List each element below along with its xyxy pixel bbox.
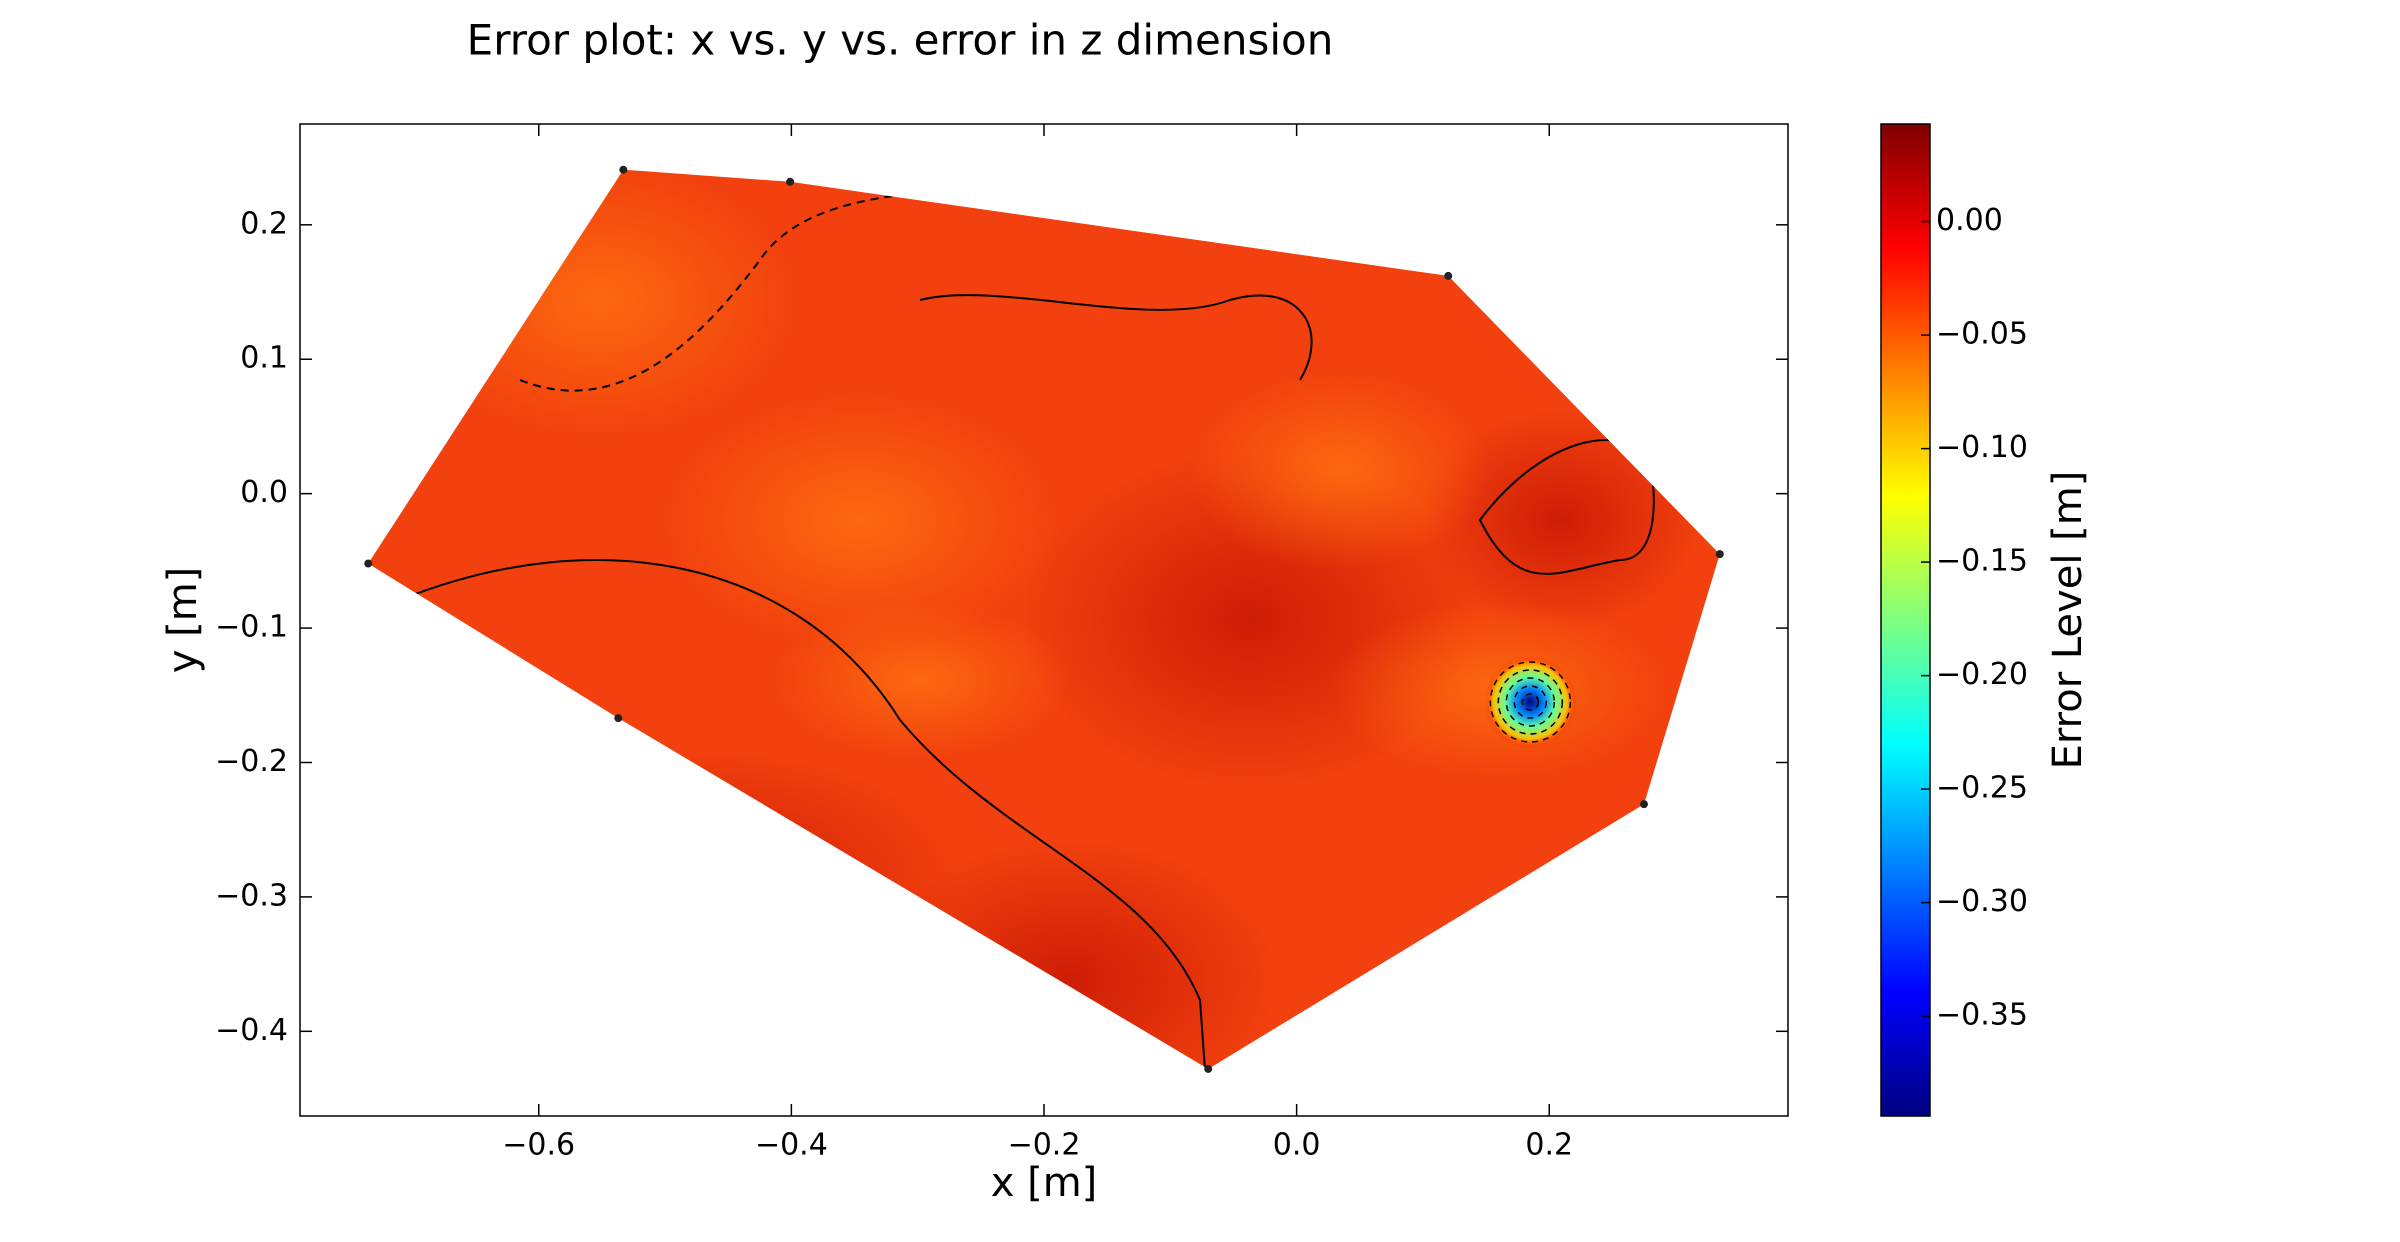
y-tick-label: 0.1: [240, 341, 288, 376]
x-tick-label: −0.6: [502, 1128, 575, 1163]
contour-line: [1478, 439, 1655, 575]
contour-line: [1489, 661, 1572, 743]
x-tick-label: 0.2: [1525, 1128, 1573, 1163]
y-axis-label: y [m]: [160, 567, 206, 674]
data-point: [364, 559, 373, 568]
colorbar-label: Error Level [m]: [2045, 471, 2091, 770]
contour-line: [399, 559, 1206, 1069]
y-tick-label: −0.2: [215, 744, 288, 779]
contour-line: [1497, 669, 1564, 735]
colorbar-tick-label: −0.20: [1936, 657, 2028, 692]
contour-line: [919, 294, 1313, 381]
chart-title: Error plot: x vs. y vs. error in z dimen…: [467, 16, 1334, 65]
field-shade: [770, 600, 1070, 760]
y-tick-label: 0.2: [240, 206, 288, 241]
x-tick-label: −0.4: [755, 1128, 828, 1163]
field-shade: [660, 390, 1060, 650]
y-tick-label: −0.1: [215, 610, 288, 645]
contour-line: [1521, 693, 1540, 711]
x-axis-label: x [m]: [991, 1160, 1098, 1206]
data-point: [1204, 1064, 1213, 1073]
data-point: [1640, 800, 1648, 809]
field-shade: [1190, 370, 1490, 570]
colorbar-tick-label: −0.30: [1936, 884, 2028, 919]
data-point: [786, 177, 795, 186]
data-point: [614, 714, 623, 723]
colorbar-tick-label: −0.15: [1936, 544, 2028, 579]
y-tick-label: −0.3: [215, 878, 288, 913]
colorbar-tick-label: −0.25: [1936, 771, 2028, 806]
colorbar-tick-label: −0.35: [1936, 998, 2028, 1033]
y-tick-label: −0.4: [215, 1013, 288, 1048]
contour-line: [1513, 685, 1548, 719]
contour-line: [1505, 677, 1556, 727]
data-point: [1715, 550, 1724, 559]
colorbar-tick-label: −0.10: [1936, 430, 2028, 465]
x-tick-label: −0.2: [1008, 1128, 1081, 1163]
colorbar-tick-label: −0.05: [1936, 317, 2028, 352]
data-point: [1444, 271, 1453, 280]
colorbar-tick-label: 0.00: [1936, 203, 2003, 238]
field-shade: [1420, 410, 1700, 630]
x-tick-label: 0.0: [1273, 1128, 1321, 1163]
colorbar: [1880, 123, 1931, 1117]
data-point: [619, 165, 628, 174]
y-tick-label: 0.0: [240, 475, 288, 510]
